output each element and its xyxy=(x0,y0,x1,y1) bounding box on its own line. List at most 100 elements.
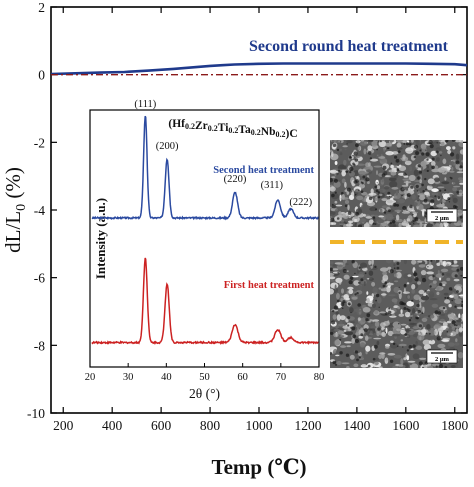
sem-pore xyxy=(330,267,334,272)
sem-grain xyxy=(396,328,403,332)
sem-grain xyxy=(452,180,459,186)
sem-grain xyxy=(344,148,347,151)
sem-grain xyxy=(451,167,454,171)
sem-grain xyxy=(412,308,416,315)
sem-grain xyxy=(343,329,347,332)
sem-grain xyxy=(334,284,337,290)
sem-pore xyxy=(394,155,398,159)
inset-x-tick-label: 60 xyxy=(237,372,248,383)
sem-pore xyxy=(450,152,455,157)
sem-pore xyxy=(349,171,352,174)
sem-pore xyxy=(415,151,420,156)
sem-pore xyxy=(382,284,386,288)
sem-grain xyxy=(330,261,334,265)
sem-pore xyxy=(404,283,407,286)
sem-grain xyxy=(351,338,355,344)
sem-grain xyxy=(360,354,364,361)
sem-grain xyxy=(422,306,425,314)
sem-pore xyxy=(389,221,392,225)
sem-pore xyxy=(426,260,430,262)
sem-grain xyxy=(338,223,346,226)
sem-grain xyxy=(381,293,387,296)
sem-grain xyxy=(353,363,359,368)
sem-grain xyxy=(452,187,457,192)
sem-grain xyxy=(441,181,450,185)
sem-grain xyxy=(461,313,463,320)
sem-pore xyxy=(439,189,442,192)
sem-grain xyxy=(346,345,351,348)
sem-pore xyxy=(438,363,444,368)
sem-grain xyxy=(353,280,360,286)
sem-grain xyxy=(406,293,411,300)
sem-grain xyxy=(378,140,387,148)
sem-pore xyxy=(399,301,404,306)
sem-pore xyxy=(406,349,410,352)
sem-grain xyxy=(339,152,343,156)
sem-grain xyxy=(432,280,437,284)
sem-grain xyxy=(449,170,455,173)
sem-pore xyxy=(454,274,458,278)
sem-pore xyxy=(392,342,396,346)
sem-grain xyxy=(387,266,392,270)
sem-grain xyxy=(419,357,427,360)
sem-grain xyxy=(363,148,367,155)
sem-grain xyxy=(330,346,337,350)
sem-grain xyxy=(331,222,337,225)
sem-grain xyxy=(441,339,449,342)
sem-pore xyxy=(426,294,428,297)
sem-grain xyxy=(453,278,460,282)
sem-grain xyxy=(361,363,366,367)
sem-grain xyxy=(431,363,440,367)
sem-grain xyxy=(403,175,409,178)
sem-grain xyxy=(380,158,387,163)
sem-grain xyxy=(343,260,347,264)
sem-grain xyxy=(394,280,399,283)
sem-grain xyxy=(397,306,401,310)
sem-grain xyxy=(396,140,404,143)
sem-grain xyxy=(407,360,416,363)
sem-grain xyxy=(336,293,340,300)
sem-grain xyxy=(422,339,431,346)
sem-pore xyxy=(461,303,463,308)
sem-grain xyxy=(448,160,455,166)
sem-pore xyxy=(331,320,336,325)
sem-grain xyxy=(371,282,376,287)
sem-grain xyxy=(405,150,413,153)
inset-title: (Hf0.2Zr0.2Ti0.2Ta0.2Nb0.2)C xyxy=(168,118,297,140)
sem-grain xyxy=(458,141,463,148)
sem-pore xyxy=(403,172,407,176)
sem-pore xyxy=(421,312,424,314)
sem-grain xyxy=(333,339,341,346)
sem-grain xyxy=(330,282,339,289)
sem-grain xyxy=(377,296,382,304)
sem-pore xyxy=(423,198,428,203)
sem-grain xyxy=(351,189,354,197)
sem-grain xyxy=(349,307,354,313)
sem-grain xyxy=(410,348,414,350)
sem-grain xyxy=(448,303,452,308)
sem-grain xyxy=(446,272,451,277)
sem-grain xyxy=(391,333,401,337)
sem-grain xyxy=(331,151,334,158)
sem-pore xyxy=(459,165,463,169)
series-label-second: Second heat treatment xyxy=(213,165,314,176)
sem-grain xyxy=(408,323,415,328)
sem-grain xyxy=(366,184,375,189)
sem-pore xyxy=(446,296,449,300)
inset-x-tick-label: 30 xyxy=(123,372,134,383)
sem-pore xyxy=(354,338,360,344)
sem-grain xyxy=(373,363,376,368)
sem-grain xyxy=(390,164,394,169)
sem-pore xyxy=(341,191,344,195)
sem-pore xyxy=(407,309,411,313)
sem-pore xyxy=(374,223,377,225)
sem-grain xyxy=(358,335,363,339)
sem-grain xyxy=(362,307,371,313)
peak-label: (311) xyxy=(261,180,284,191)
sem-pore xyxy=(408,319,412,322)
sem-grain xyxy=(368,277,374,281)
sem-pore xyxy=(358,266,361,269)
sem-grain xyxy=(344,331,354,336)
sem-pore xyxy=(384,331,387,334)
